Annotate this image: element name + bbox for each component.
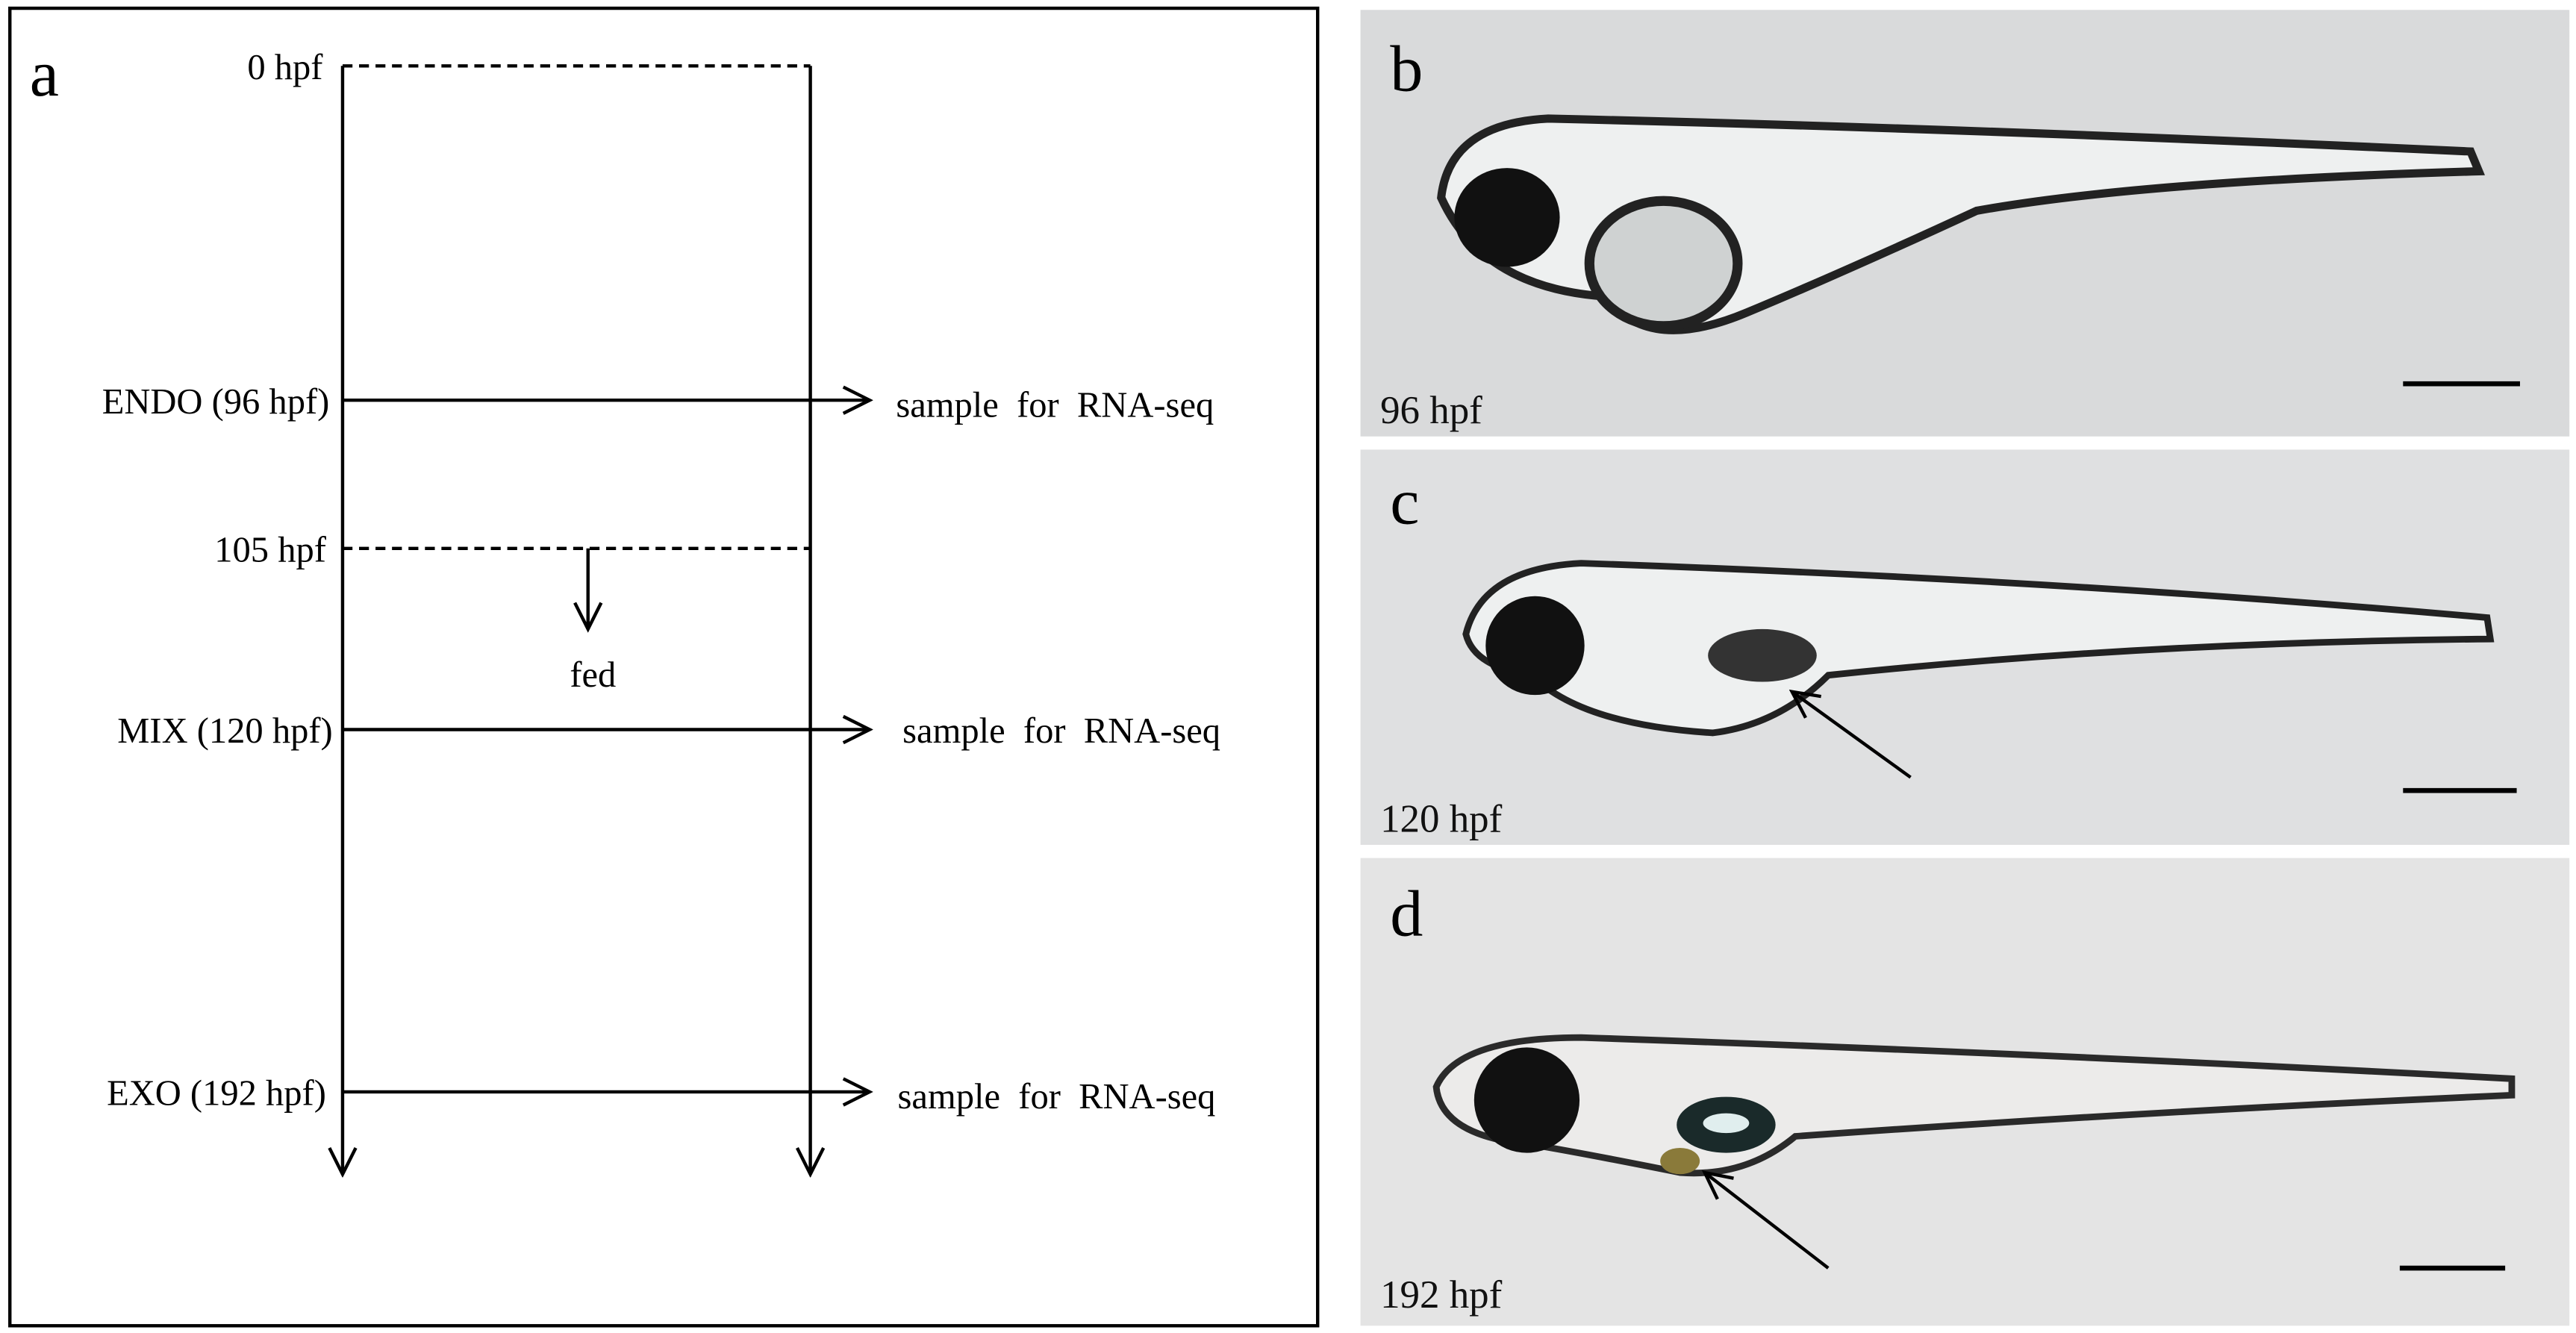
timepoint: ENDO (96 hpf) (102, 382, 330, 422)
timepoint: MIX (120 hpf) (117, 711, 332, 751)
caption: 192 hpf (1380, 1273, 1503, 1317)
sample-label: sample for RNA-seq (898, 1077, 1216, 1117)
caption: 96 hpf (1380, 389, 1482, 432)
panel-label: b (1390, 32, 1423, 105)
panel-a-frame (8, 6, 1320, 1328)
larva-image (1462, 560, 2495, 737)
timepoint: 105 hpf (214, 530, 326, 569)
larva-image (1432, 1034, 2516, 1177)
fed-label: fed (570, 655, 616, 695)
panel-label: d (1390, 877, 1423, 950)
pointer-arrow (1792, 692, 1912, 779)
sample-label: sample for RNA-seq (902, 711, 1220, 751)
timepoint: 0 hpf (247, 48, 323, 87)
pointer-arrow (1705, 1173, 1830, 1270)
larva-image (1437, 114, 2485, 334)
panel-label: c (1390, 466, 1419, 539)
caption: 120 hpf (1380, 797, 1503, 840)
sample-label: sample for RNA-seq (896, 385, 1214, 425)
panel-label: a (30, 37, 59, 110)
timepoint: EXO (192 hpf) (107, 1074, 326, 1114)
